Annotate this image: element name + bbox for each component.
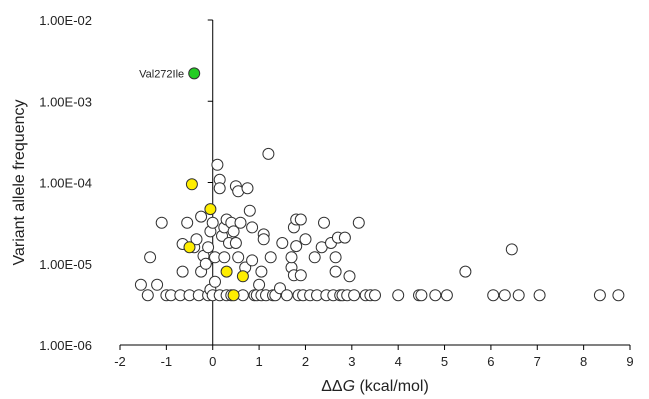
white-data-point	[612, 289, 625, 302]
y-tick-label: 1.00E-04	[39, 176, 92, 191]
white-data-point	[276, 237, 289, 249]
white-data-point	[246, 221, 259, 234]
white-data-point	[498, 289, 511, 302]
white-data-point	[199, 257, 212, 270]
x-tick-label: 4	[395, 354, 402, 369]
white-data-point	[415, 289, 428, 302]
white-data-point	[234, 216, 247, 229]
white-data-point	[253, 278, 266, 291]
white-data-point	[533, 289, 546, 302]
white-data-point	[229, 237, 242, 249]
white-data-point	[257, 233, 270, 246]
white-data-point	[329, 265, 342, 278]
x-tick-label: 7	[534, 354, 541, 369]
white-data-point	[190, 233, 203, 246]
white-data-point	[329, 251, 342, 264]
white-data-point	[232, 251, 245, 264]
white-data-point	[392, 289, 405, 302]
white-data-point	[459, 265, 472, 278]
white-data-point	[241, 182, 254, 195]
white-data-point	[593, 289, 606, 302]
white-data-point	[487, 289, 500, 302]
y-tick-label: 1.00E-05	[39, 257, 92, 272]
white-data-point	[285, 251, 298, 264]
white-data-point	[155, 216, 168, 229]
y-tick-label: 1.00E-02	[39, 13, 92, 28]
white-data-point	[227, 225, 240, 238]
yellow-data-point	[183, 241, 196, 254]
x-tick-label: 5	[441, 354, 448, 369]
white-data-point	[176, 265, 189, 278]
white-data-point	[294, 213, 307, 226]
white-data-point	[294, 269, 307, 282]
x-tick-label: 9	[626, 354, 633, 369]
white-data-point	[352, 216, 365, 229]
x-tick-label: 8	[580, 354, 587, 369]
white-data-point	[255, 265, 268, 278]
white-data-point	[262, 147, 275, 160]
white-data-point	[343, 270, 356, 283]
white-data-point	[280, 289, 293, 302]
green-data-point	[188, 67, 201, 80]
white-data-point	[202, 241, 215, 254]
white-data-point	[348, 289, 361, 302]
white-data-point	[338, 231, 351, 244]
white-data-point	[181, 216, 194, 229]
white-data-point	[246, 254, 259, 267]
x-tick-label: 3	[348, 354, 355, 369]
white-data-point	[440, 289, 453, 302]
yellow-data-point	[204, 203, 217, 216]
white-data-point	[308, 251, 321, 264]
white-data-point	[134, 278, 147, 291]
annotation-label: Val272Ile	[139, 68, 184, 80]
yellow-data-point	[220, 265, 233, 278]
x-tick-label: 6	[487, 354, 494, 369]
white-data-point	[144, 251, 157, 264]
data-points	[134, 67, 625, 302]
yellow-data-point	[236, 270, 249, 283]
y-tick-label: 1.00E-03	[39, 94, 92, 109]
white-data-point	[151, 278, 164, 291]
x-axis-title-unit: (kcal/mol)	[355, 378, 429, 395]
x-tick-label: -2	[114, 354, 126, 369]
y-axis-ticks: 1.00E-06 1.00E-05 1.00E-04 1.00E-03 1.00E-02	[39, 13, 213, 353]
white-data-point	[206, 216, 219, 229]
white-data-point	[290, 240, 303, 253]
white-data-point	[512, 289, 525, 302]
white-data-point	[318, 216, 330, 229]
x-tick-label: 1	[255, 354, 262, 369]
yellow-data-point	[185, 178, 198, 191]
x-axis-title-prefix: ΔΔ	[321, 378, 343, 395]
white-data-point	[369, 289, 381, 302]
white-data-point	[299, 233, 312, 246]
white-data-point	[429, 289, 442, 302]
white-data-point	[213, 182, 226, 195]
white-data-point	[141, 289, 154, 302]
white-data-point	[264, 251, 277, 264]
y-tick-label: 1.00E-06	[39, 338, 92, 353]
yellow-data-point	[227, 289, 240, 302]
x-axis-title: ΔΔG (kcal/mol)	[321, 378, 429, 395]
white-data-point	[209, 275, 221, 288]
x-tick-label: 0	[209, 354, 216, 369]
x-tick-label: 2	[302, 354, 309, 369]
white-data-point	[218, 251, 231, 264]
x-axis-title-var: G	[343, 378, 355, 395]
y-axis-title: Variant allele frequency	[11, 99, 28, 265]
x-axis-ticks: -2 -1 0 1 2 3 4 5 6 7 8 9	[114, 345, 634, 369]
white-data-point	[195, 210, 208, 223]
x-tick-label: -1	[161, 354, 173, 369]
white-data-point	[211, 158, 224, 171]
white-data-point	[243, 204, 256, 217]
white-data-point	[505, 243, 518, 256]
